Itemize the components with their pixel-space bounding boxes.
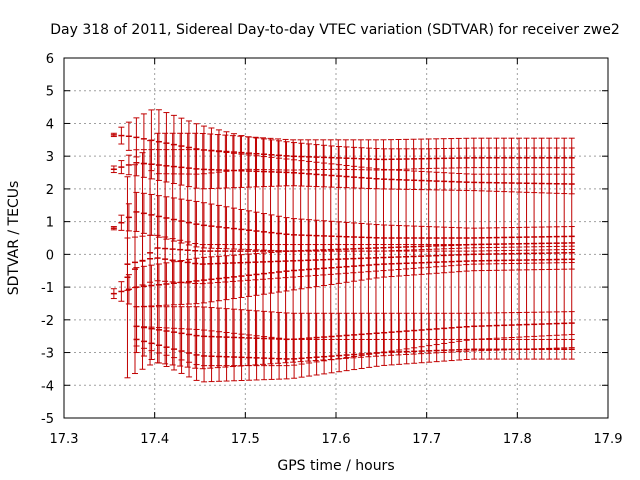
y-axis-label: SDTVAR / TECUs	[6, 181, 22, 296]
x-tick-label: 17.9	[594, 432, 623, 447]
y-tick-label: -1	[41, 281, 54, 296]
series-5	[110, 248, 575, 308]
y-tick-label: 0	[46, 248, 54, 263]
data-series	[110, 109, 575, 383]
x-tick-label: 17.5	[231, 432, 260, 447]
y-tick-label: 4	[46, 117, 54, 132]
y-tick-label: 1	[46, 216, 54, 231]
x-tick-label: 17.6	[322, 432, 351, 447]
y-tick-label: -4	[41, 379, 54, 394]
x-tick-label: 17.8	[503, 432, 532, 447]
x-tick-label: 17.7	[412, 432, 441, 447]
axis-ticks	[63, 57, 609, 419]
series-4	[124, 234, 575, 291]
x-tick-label: 17.4	[140, 432, 169, 447]
y-tick-label: 2	[46, 183, 54, 198]
y-tick-label: 3	[46, 150, 54, 165]
x-tick-labels: 17.3 17.4 17.5 17.6 17.7 17.8 17.9	[50, 432, 623, 447]
y-tick-label: -5	[41, 412, 54, 427]
y-tick-labels: -5 -4 -3 -2 -1 0 1 2 3 4 5 6	[41, 52, 54, 427]
series-7	[133, 325, 575, 383]
y-tick-label: -2	[41, 314, 54, 329]
grid-lines	[64, 58, 608, 418]
series-3	[124, 132, 575, 379]
x-tick-label: 17.3	[50, 432, 79, 447]
y-tick-label: 6	[46, 52, 54, 67]
x-axis-label: GPS time / hours	[277, 458, 394, 474]
chart-title: Day 318 of 2011, Sidereal Day-to-day VTE…	[50, 22, 620, 38]
y-tick-label: -3	[41, 347, 54, 362]
y-tick-label: 5	[46, 85, 54, 100]
